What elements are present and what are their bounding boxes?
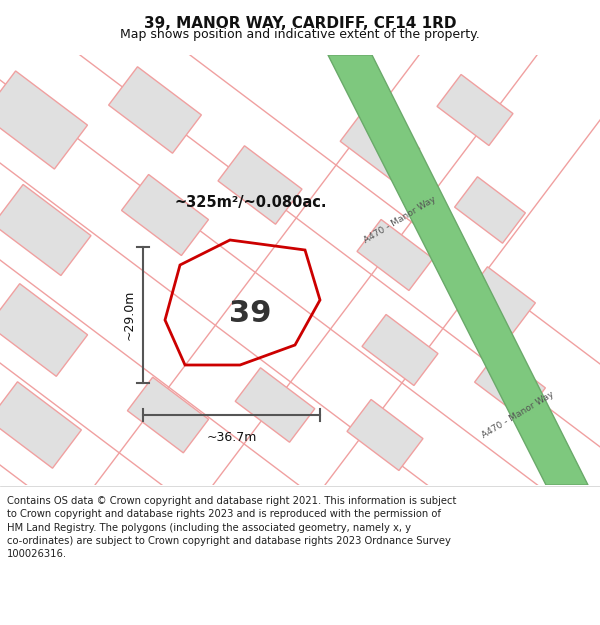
Polygon shape <box>347 399 423 471</box>
Polygon shape <box>455 177 526 243</box>
Polygon shape <box>362 314 438 386</box>
Polygon shape <box>0 284 88 376</box>
Text: ~29.0m: ~29.0m <box>122 290 136 340</box>
Text: Contains OS data © Crown copyright and database right 2021. This information is : Contains OS data © Crown copyright and d… <box>7 496 457 559</box>
Polygon shape <box>340 107 420 182</box>
Polygon shape <box>127 377 209 453</box>
Polygon shape <box>437 74 513 146</box>
Text: 39, MANOR WAY, CARDIFF, CF14 1RD: 39, MANOR WAY, CARDIFF, CF14 1RD <box>144 16 456 31</box>
Polygon shape <box>357 219 433 291</box>
Text: 39: 39 <box>229 299 271 328</box>
Text: ~325m²/~0.080ac.: ~325m²/~0.080ac. <box>175 196 328 211</box>
Text: ~36.7m: ~36.7m <box>206 431 257 444</box>
Text: A470 - Manor Way: A470 - Manor Way <box>481 390 556 440</box>
Text: A470 - Manor Way: A470 - Manor Way <box>362 195 437 245</box>
Polygon shape <box>328 55 588 485</box>
Polygon shape <box>0 184 91 276</box>
Polygon shape <box>218 146 302 224</box>
Polygon shape <box>475 352 545 418</box>
Polygon shape <box>464 267 535 333</box>
Text: Map shows position and indicative extent of the property.: Map shows position and indicative extent… <box>120 28 480 41</box>
Polygon shape <box>109 67 202 153</box>
Polygon shape <box>122 174 208 256</box>
Polygon shape <box>0 71 88 169</box>
Polygon shape <box>235 368 315 442</box>
Polygon shape <box>0 382 82 468</box>
